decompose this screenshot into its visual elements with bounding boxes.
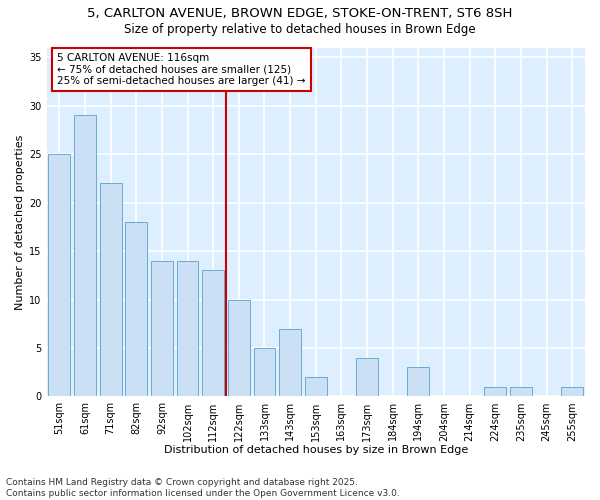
Bar [254,348,275,397]
Bar [151,261,173,396]
Bar [100,183,122,396]
Y-axis label: Number of detached properties: Number of detached properties [15,134,25,310]
Text: 5 CARLTON AVENUE: 116sqm
← 75% of detached houses are smaller (125)
25% of semi-: 5 CARLTON AVENUE: 116sqm ← 75% of detach… [57,52,306,86]
Text: Contains HM Land Registry data © Crown copyright and database right 2025.
Contai: Contains HM Land Registry data © Crown c… [6,478,400,498]
Bar [305,377,326,396]
Bar [561,387,583,396]
Bar [74,116,96,396]
Bar [125,222,147,396]
Text: Size of property relative to detached houses in Brown Edge: Size of property relative to detached ho… [124,22,476,36]
Bar [202,270,224,396]
Bar [407,368,429,396]
Bar [49,154,70,396]
Bar [356,358,378,397]
Bar [279,328,301,396]
Bar [176,261,199,396]
Text: 5, CARLTON AVENUE, BROWN EDGE, STOKE-ON-TRENT, ST6 8SH: 5, CARLTON AVENUE, BROWN EDGE, STOKE-ON-… [88,8,512,20]
Bar [484,387,506,396]
X-axis label: Distribution of detached houses by size in Brown Edge: Distribution of detached houses by size … [164,445,468,455]
Bar [510,387,532,396]
Bar [228,300,250,396]
